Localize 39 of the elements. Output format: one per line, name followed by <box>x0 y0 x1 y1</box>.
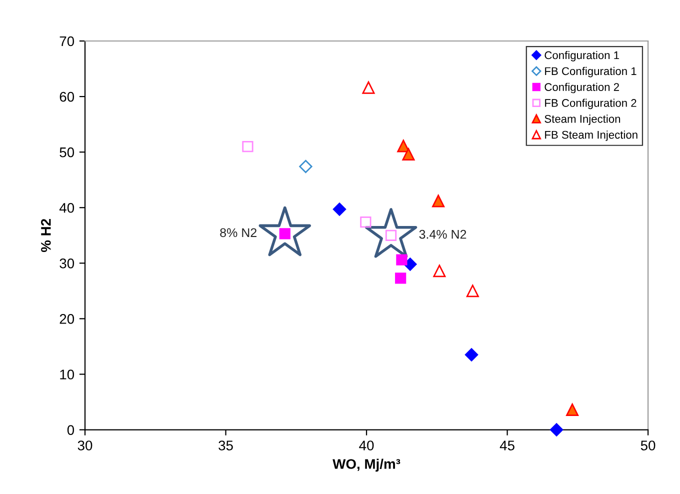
y-tick-label: 70 <box>60 36 74 46</box>
point <box>432 194 445 208</box>
legend-label: Steam Injection <box>544 114 620 126</box>
point <box>464 348 478 362</box>
x-axis-title: WO, Mj/m³ <box>332 458 400 472</box>
legend-label: FB Steam Injection <box>545 130 638 141</box>
x-tick-label: 30 <box>78 440 92 450</box>
point <box>242 140 254 152</box>
legend-label: FB Configuration 2 <box>545 98 636 110</box>
point <box>433 264 446 278</box>
y-tick-label: 0 <box>67 425 74 435</box>
y-axis-title: % H2 <box>41 218 51 252</box>
point <box>299 160 312 174</box>
legend-label: Configuration 2 <box>544 82 619 94</box>
y-tick-label: 10 <box>60 370 74 380</box>
point <box>395 272 406 284</box>
legend-label: FB Configuration 1 <box>545 66 636 78</box>
point <box>402 148 415 161</box>
y-tick-label: 60 <box>60 92 74 102</box>
y-tick-label: 20 <box>60 314 74 324</box>
y-tick-label: 40 <box>59 202 74 213</box>
point <box>332 202 346 216</box>
point <box>385 230 397 241</box>
x-tick-label: 45 <box>500 440 514 450</box>
point <box>360 216 372 228</box>
point <box>550 423 564 436</box>
x-tick-label: 35 <box>218 440 233 450</box>
y-tick-label: 50 <box>60 147 74 158</box>
x-tick-label: 50 <box>640 440 656 450</box>
x-tick-label: 40 <box>359 440 374 450</box>
point <box>566 404 579 416</box>
y-tick-label: 30 <box>60 258 74 268</box>
point <box>279 228 290 240</box>
annotation: 3.4% N2 <box>419 230 466 239</box>
point <box>396 254 408 266</box>
point <box>362 81 375 94</box>
legend-label: Configuration 1 <box>544 51 619 62</box>
annotation: 8% N2 <box>220 228 256 238</box>
point <box>466 284 479 298</box>
